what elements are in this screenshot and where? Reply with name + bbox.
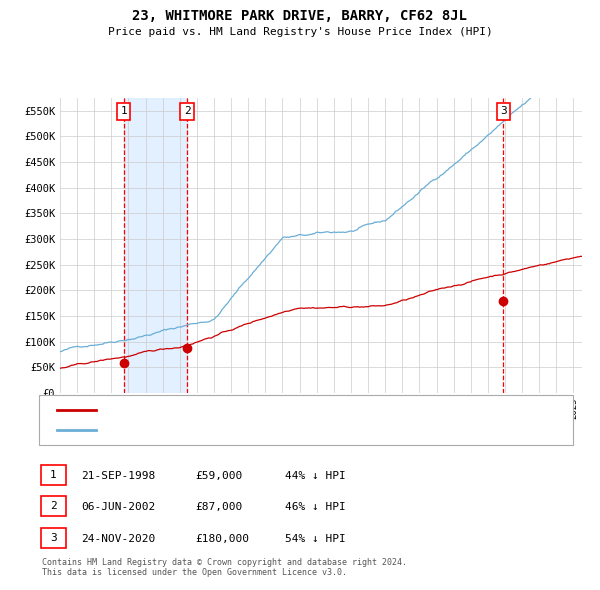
Text: £87,000: £87,000 <box>195 503 242 513</box>
Text: 54% ↓ HPI: 54% ↓ HPI <box>285 534 346 544</box>
Text: £180,000: £180,000 <box>195 534 249 544</box>
Text: 3: 3 <box>500 106 506 116</box>
Text: HPI: Average price, detached house, Vale of Glamorgan: HPI: Average price, detached house, Vale… <box>103 425 415 435</box>
Text: 46% ↓ HPI: 46% ↓ HPI <box>285 503 346 513</box>
Text: 23, WHITMORE PARK DRIVE, BARRY, CF62 8JL (detached house): 23, WHITMORE PARK DRIVE, BARRY, CF62 8JL… <box>103 405 438 415</box>
Bar <box>124 98 187 393</box>
Text: 2: 2 <box>50 502 57 512</box>
Text: 1: 1 <box>50 470 57 480</box>
Text: 3: 3 <box>50 533 57 543</box>
Text: 21-SEP-1998: 21-SEP-1998 <box>81 471 155 481</box>
Text: 23, WHITMORE PARK DRIVE, BARRY, CF62 8JL: 23, WHITMORE PARK DRIVE, BARRY, CF62 8JL <box>133 9 467 23</box>
Text: Contains HM Land Registry data © Crown copyright and database right 2024.
This d: Contains HM Land Registry data © Crown c… <box>42 558 407 577</box>
Text: 06-JUN-2002: 06-JUN-2002 <box>81 503 155 513</box>
Text: 24-NOV-2020: 24-NOV-2020 <box>81 534 155 544</box>
Text: Price paid vs. HM Land Registry's House Price Index (HPI): Price paid vs. HM Land Registry's House … <box>107 27 493 37</box>
Text: 2: 2 <box>184 106 191 116</box>
Text: 1: 1 <box>120 106 127 116</box>
Text: 44% ↓ HPI: 44% ↓ HPI <box>285 471 346 481</box>
Text: £59,000: £59,000 <box>195 471 242 481</box>
